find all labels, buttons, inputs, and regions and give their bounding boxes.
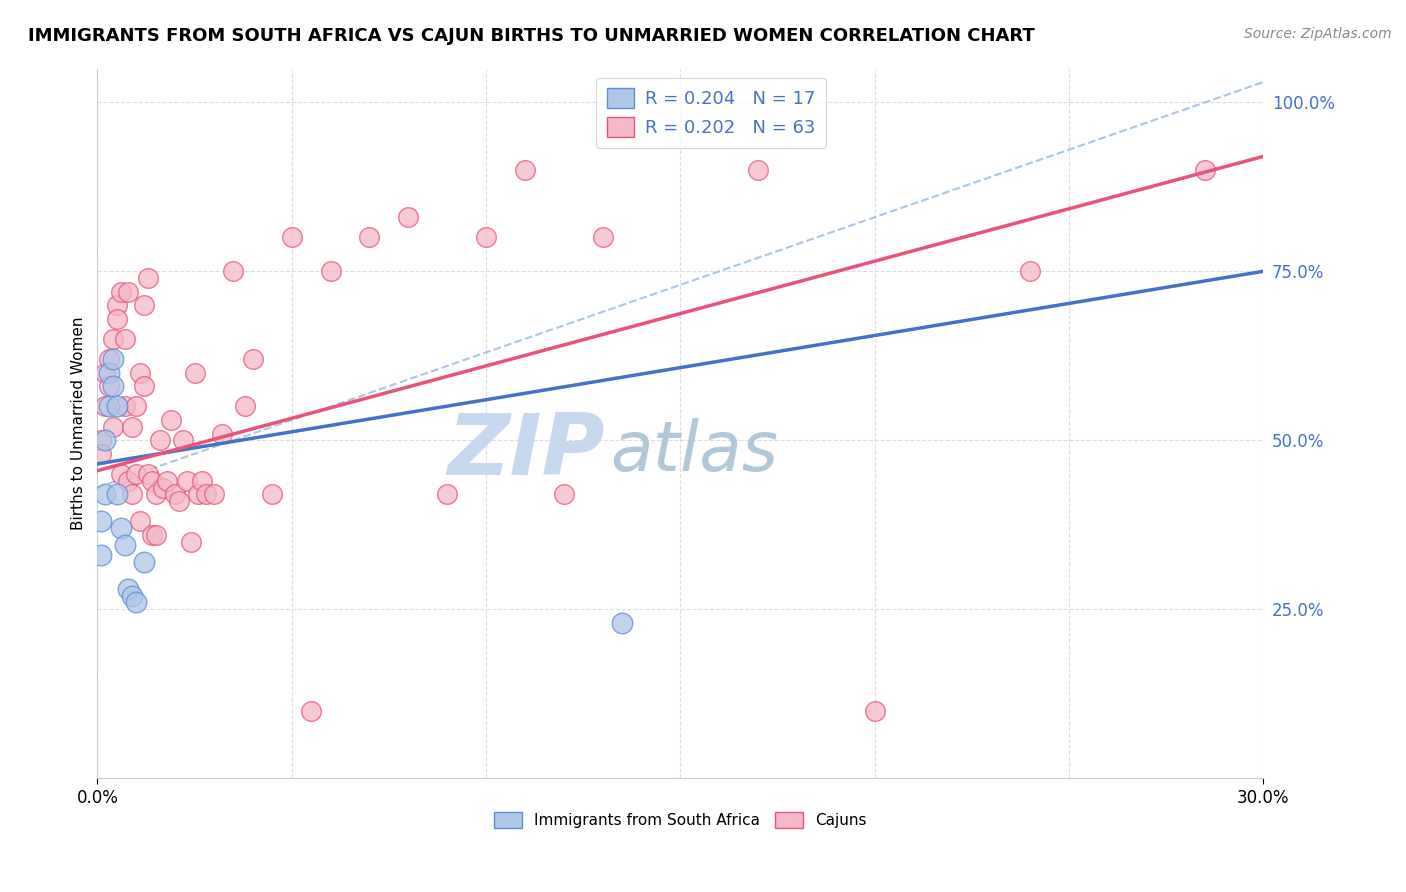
Point (125, 595, 148, 609)
Point (359, 230, 381, 244)
Point (172, 434, 194, 448)
Point (105, 298, 128, 312)
Point (211, 426, 233, 441)
Text: atlas: atlas (610, 418, 779, 485)
Point (222, 264, 245, 278)
Point (183, 366, 205, 380)
Point (187, 487, 209, 501)
Point (101, 332, 124, 346)
Point (148, 434, 170, 448)
Point (610, 615, 633, 630)
Point (233, 400, 256, 414)
Point (280, 230, 302, 244)
Point (105, 311, 128, 326)
Point (132, 555, 155, 569)
Point (90, 515, 112, 529)
Point (242, 352, 264, 367)
Point (90, 548, 112, 562)
Point (436, 487, 458, 501)
Point (98, 379, 121, 393)
Text: ZIP: ZIP (447, 410, 605, 493)
Point (160, 413, 183, 427)
Point (105, 487, 128, 501)
Point (202, 487, 225, 501)
Point (145, 528, 167, 542)
Point (592, 230, 614, 244)
Point (132, 298, 155, 312)
Point (101, 352, 124, 367)
Point (114, 332, 136, 346)
Point (110, 285, 132, 299)
Text: Source: ZipAtlas.com: Source: ZipAtlas.com (1244, 27, 1392, 41)
Point (129, 515, 152, 529)
Point (114, 538, 136, 552)
Point (117, 582, 139, 596)
Point (747, 162, 769, 177)
Point (110, 521, 132, 535)
Point (863, 704, 886, 718)
Point (117, 285, 139, 299)
Point (98, 352, 121, 367)
Legend: Immigrants from South Africa, Cajuns: Immigrants from South Africa, Cajuns (488, 806, 873, 834)
Point (145, 487, 167, 501)
Point (141, 528, 163, 542)
Point (117, 474, 139, 488)
Point (94, 366, 117, 380)
Point (101, 419, 124, 434)
Point (129, 366, 152, 380)
Point (98, 366, 121, 380)
Point (121, 589, 143, 603)
Point (156, 474, 179, 488)
Point (94, 434, 117, 448)
Point (94, 487, 117, 501)
Point (299, 704, 322, 718)
Point (125, 400, 148, 414)
Point (176, 474, 198, 488)
Point (1019, 264, 1042, 278)
Point (105, 400, 128, 414)
Point (191, 474, 214, 488)
Point (141, 474, 163, 488)
Point (110, 467, 132, 481)
Point (132, 379, 155, 393)
Point (167, 494, 190, 508)
Point (121, 419, 143, 434)
Point (180, 534, 202, 549)
Point (152, 481, 174, 495)
Point (1194, 162, 1216, 177)
Point (513, 162, 536, 177)
Point (396, 211, 419, 225)
Point (136, 467, 159, 481)
Point (90, 434, 112, 448)
Y-axis label: Births to Unmarried Women: Births to Unmarried Women (72, 317, 86, 530)
Point (475, 230, 498, 244)
Point (98, 400, 121, 414)
Point (165, 487, 187, 501)
Point (121, 487, 143, 501)
Point (553, 487, 575, 501)
Point (262, 487, 284, 501)
Point (136, 271, 159, 285)
Point (319, 264, 342, 278)
Point (114, 400, 136, 414)
Point (195, 487, 218, 501)
Point (101, 379, 124, 393)
Point (90, 447, 112, 461)
Text: IMMIGRANTS FROM SOUTH AFRICA VS CAJUN BIRTHS TO UNMARRIED WOMEN CORRELATION CHAR: IMMIGRANTS FROM SOUTH AFRICA VS CAJUN BI… (28, 27, 1035, 45)
Point (94, 400, 117, 414)
Point (125, 467, 148, 481)
